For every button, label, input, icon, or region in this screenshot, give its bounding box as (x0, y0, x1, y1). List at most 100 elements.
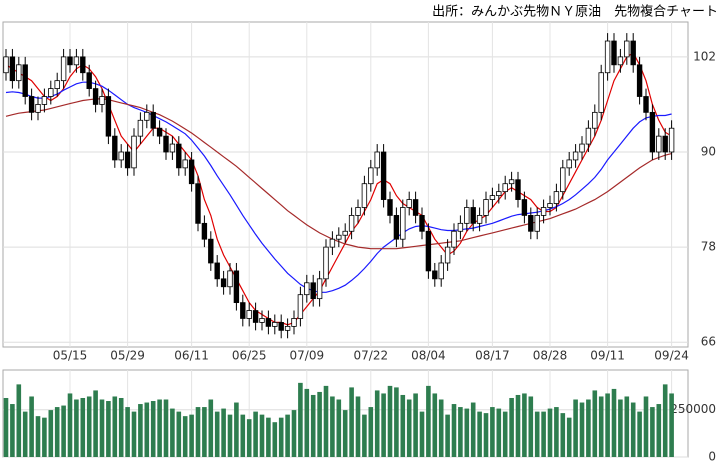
volume-bar (16, 384, 22, 457)
volume-bar (451, 404, 457, 457)
volume-bar (669, 393, 674, 457)
candle-body (99, 96, 105, 105)
candle-body (348, 215, 355, 232)
volume-bar (470, 402, 476, 457)
candle-body (464, 207, 470, 224)
candle-body (502, 183, 508, 193)
x-tick-label: 07/22 (354, 349, 389, 363)
volume-bar (163, 399, 169, 457)
candle-body (406, 199, 412, 208)
volume-bar (374, 390, 380, 457)
volume-bar (483, 413, 489, 457)
candle-body (118, 151, 124, 161)
candle-body (457, 222, 464, 232)
volume-bar (368, 407, 374, 457)
candle-body (323, 246, 329, 280)
volume-bar (195, 407, 201, 457)
volume-bar (240, 414, 246, 457)
volume-bar (266, 417, 271, 457)
volume-bar (138, 404, 143, 457)
volume-bar (336, 399, 342, 457)
volume-bar (131, 411, 137, 457)
candle-body (630, 40, 636, 66)
candle-body (304, 282, 310, 296)
candle-body (240, 302, 246, 319)
candle-body (259, 318, 265, 323)
candle-body (560, 167, 566, 193)
volume-bar (112, 396, 118, 457)
candle-body (182, 159, 188, 169)
volume-bar (662, 384, 668, 457)
x-tick-label: 05/15 (53, 349, 88, 363)
candle-body (393, 215, 400, 240)
volume-bar (541, 411, 546, 457)
moving-average-line (5, 52, 672, 326)
candle-body (16, 64, 22, 82)
candle-body (604, 40, 611, 74)
volume-bar (3, 397, 9, 457)
volume-bar (464, 408, 470, 457)
candle-body (656, 135, 662, 153)
x-tick-label: 09/11 (590, 349, 625, 363)
candle-body (419, 215, 425, 232)
volume-bar (406, 399, 412, 457)
x-tick-label: 06/11 (174, 349, 209, 363)
candle-body (112, 135, 118, 161)
candle-body (553, 191, 560, 204)
candle-body (483, 199, 489, 216)
volume-bar (330, 396, 335, 457)
candle-body (22, 64, 28, 97)
volume-bar (10, 404, 15, 457)
candle-body (540, 207, 547, 216)
candle-body (566, 159, 572, 169)
volume-bar (74, 399, 79, 457)
candle-body (387, 199, 393, 216)
candle-body (355, 207, 361, 216)
volume-bar (48, 410, 54, 457)
volume-bar (278, 417, 284, 457)
volume-bar (598, 396, 604, 457)
candle-body (598, 72, 604, 113)
candle-body (668, 127, 675, 153)
volume-bar (560, 413, 566, 457)
candle-body (246, 310, 252, 319)
volume-bar (566, 417, 572, 457)
candle-body (137, 119, 144, 137)
candle-body (9, 56, 16, 82)
volume-bar (515, 394, 521, 457)
volume-bar (42, 417, 47, 457)
y-tick-label: 102 (693, 49, 716, 63)
candle-body (380, 151, 387, 200)
candle-body (425, 230, 432, 272)
plot-frame (2, 21, 689, 348)
candle-body (169, 143, 176, 153)
volume-bar (426, 385, 431, 457)
candle-body (28, 96, 35, 113)
candle-body (592, 111, 598, 129)
volume-bar (592, 390, 598, 457)
candle-body (201, 222, 208, 240)
volume-bar (342, 410, 348, 457)
candle-body (35, 104, 41, 113)
volume-bar (522, 393, 527, 457)
x-tick-label: 05/29 (110, 349, 145, 363)
x-tick-label: 06/25 (232, 349, 267, 363)
volume-bar (176, 411, 182, 457)
x-tick-label: 07/09 (290, 349, 325, 363)
volume-bar (323, 385, 329, 457)
candle-body (188, 159, 195, 185)
y-tick-label: 66 (701, 335, 716, 349)
volume-bar (650, 407, 655, 457)
candle-body (214, 262, 220, 280)
volume-bar (573, 399, 578, 457)
volume-bar (234, 402, 239, 457)
candle-body (291, 318, 297, 327)
volume-bar (118, 397, 124, 457)
candle-body (163, 135, 169, 153)
candle-body (92, 88, 99, 105)
volume-bar (22, 411, 28, 457)
volume-bar (67, 393, 73, 457)
candle-body (470, 207, 476, 224)
volume-bar (125, 407, 130, 457)
volume-bar (528, 396, 534, 457)
